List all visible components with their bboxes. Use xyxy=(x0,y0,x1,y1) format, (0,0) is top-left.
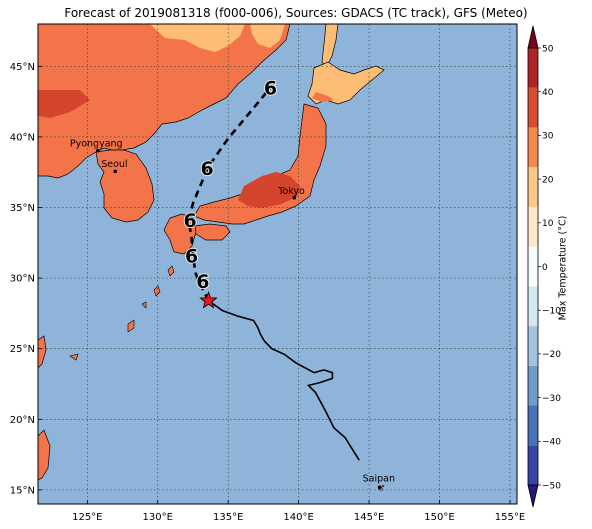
city-marker xyxy=(96,148,100,153)
city-label: Saipan xyxy=(363,473,395,484)
lon-tick-label: 130°E xyxy=(143,512,173,523)
colorbar-bin xyxy=(528,127,538,168)
colorbar-bin xyxy=(528,365,538,406)
lon-tick-label: 125°E xyxy=(72,512,102,523)
colorbar-bin xyxy=(528,326,538,366)
korean-peninsula xyxy=(95,149,155,223)
tropical-storm-symbol: 6 xyxy=(185,246,198,268)
colorbar-bin xyxy=(528,246,538,287)
colorbar-bin xyxy=(528,445,538,485)
coastal-hot-strip xyxy=(38,90,90,118)
colorbar-bin xyxy=(528,48,538,88)
lon-tick-label: 135°E xyxy=(213,512,243,523)
sakhalin xyxy=(321,24,339,69)
lat-tick-label: 30°N xyxy=(10,274,35,285)
tropical-storm-symbol: 6 xyxy=(200,158,213,180)
colorbar-tick-label: 10 xyxy=(542,219,554,229)
city-label: Tokyo xyxy=(277,186,305,197)
colorbar-tick-label: −50 xyxy=(542,481,561,491)
lat-tick-label: 35°N xyxy=(10,203,35,214)
colorbar-bin xyxy=(528,167,538,207)
lon-tick-label: 145°E xyxy=(354,512,384,523)
colorbar-tick-label: −20 xyxy=(542,350,561,360)
luzon xyxy=(38,429,51,481)
city-label: Seoul xyxy=(101,159,127,170)
tropical-storm-symbol: 6 xyxy=(264,78,277,100)
past-storm-track xyxy=(208,300,360,461)
lat-tick-label: 40°N xyxy=(10,132,35,143)
ryukyu-islands xyxy=(69,265,175,361)
colorbar-tick-label: −30 xyxy=(542,394,561,404)
colorbar-bin xyxy=(528,206,538,247)
hokkaido-lowland xyxy=(312,92,334,102)
colorbar-tick-label: −40 xyxy=(542,438,561,448)
lat-tick-label: 20°N xyxy=(10,415,35,426)
city-label: Pyongyang xyxy=(70,139,123,150)
city-marker xyxy=(292,195,297,200)
colorbar-label: Max Temperature (°C) xyxy=(557,215,569,321)
storm-symbols: 6 6 6 6 6 xyxy=(183,77,278,294)
taiwan xyxy=(38,335,47,369)
colorbar-extend-max xyxy=(527,25,539,49)
plot-frame xyxy=(37,23,518,505)
tropical-storm-symbol: 6 xyxy=(196,271,209,293)
hokkaido xyxy=(307,61,385,105)
axis-ticks: 125°E 130°E 135°E 140°E 145°E 150°E 155°E 15°N 2… xyxy=(10,62,525,523)
asia-mainland xyxy=(38,24,291,179)
colorbar-extend-min xyxy=(527,484,539,508)
shikoku xyxy=(193,223,231,241)
city-marker xyxy=(113,169,118,174)
city-marker xyxy=(377,485,382,490)
forecast-storm-track xyxy=(187,86,272,302)
lat-tick-label: 45°N xyxy=(10,62,35,73)
inland-highlands-2 xyxy=(250,24,285,48)
lon-tick-label: 140°E xyxy=(283,512,313,523)
colorbar-bin xyxy=(528,405,538,446)
colorbar-tick-label: 20 xyxy=(542,175,554,185)
lon-tick-label: 155°E xyxy=(495,512,525,523)
lat-tick-label: 25°N xyxy=(10,344,35,355)
current-position-star xyxy=(199,291,218,309)
kyushu xyxy=(163,213,197,255)
colorbar-bin xyxy=(528,286,538,327)
colorbar-bin xyxy=(528,87,538,128)
graticule xyxy=(38,24,517,504)
honshu-hot-region xyxy=(238,172,300,208)
tropical-storm-symbol: 6 xyxy=(184,210,197,232)
colorbar-tick-label: 40 xyxy=(542,88,554,98)
lon-tick-label: 150°E xyxy=(424,512,454,523)
colorbar-tick-label: −10 xyxy=(542,307,561,317)
colorbar-tick-label: 30 xyxy=(542,132,554,142)
city-labels: Pyongyang Seoul Tokyo Saipan xyxy=(70,139,395,490)
lat-tick-label: 15°N xyxy=(10,485,35,496)
colorbar-tick-label: 0 xyxy=(542,263,548,273)
colorbar-tick-label: 50 xyxy=(542,44,554,54)
map-title: Forecast of 2019081318 (f000-006), Sourc… xyxy=(64,6,528,20)
colorbar: −50 −40 −30 −20 −10 0 10 20 30 40 50 xyxy=(527,25,561,508)
inland-highlands xyxy=(150,24,245,52)
